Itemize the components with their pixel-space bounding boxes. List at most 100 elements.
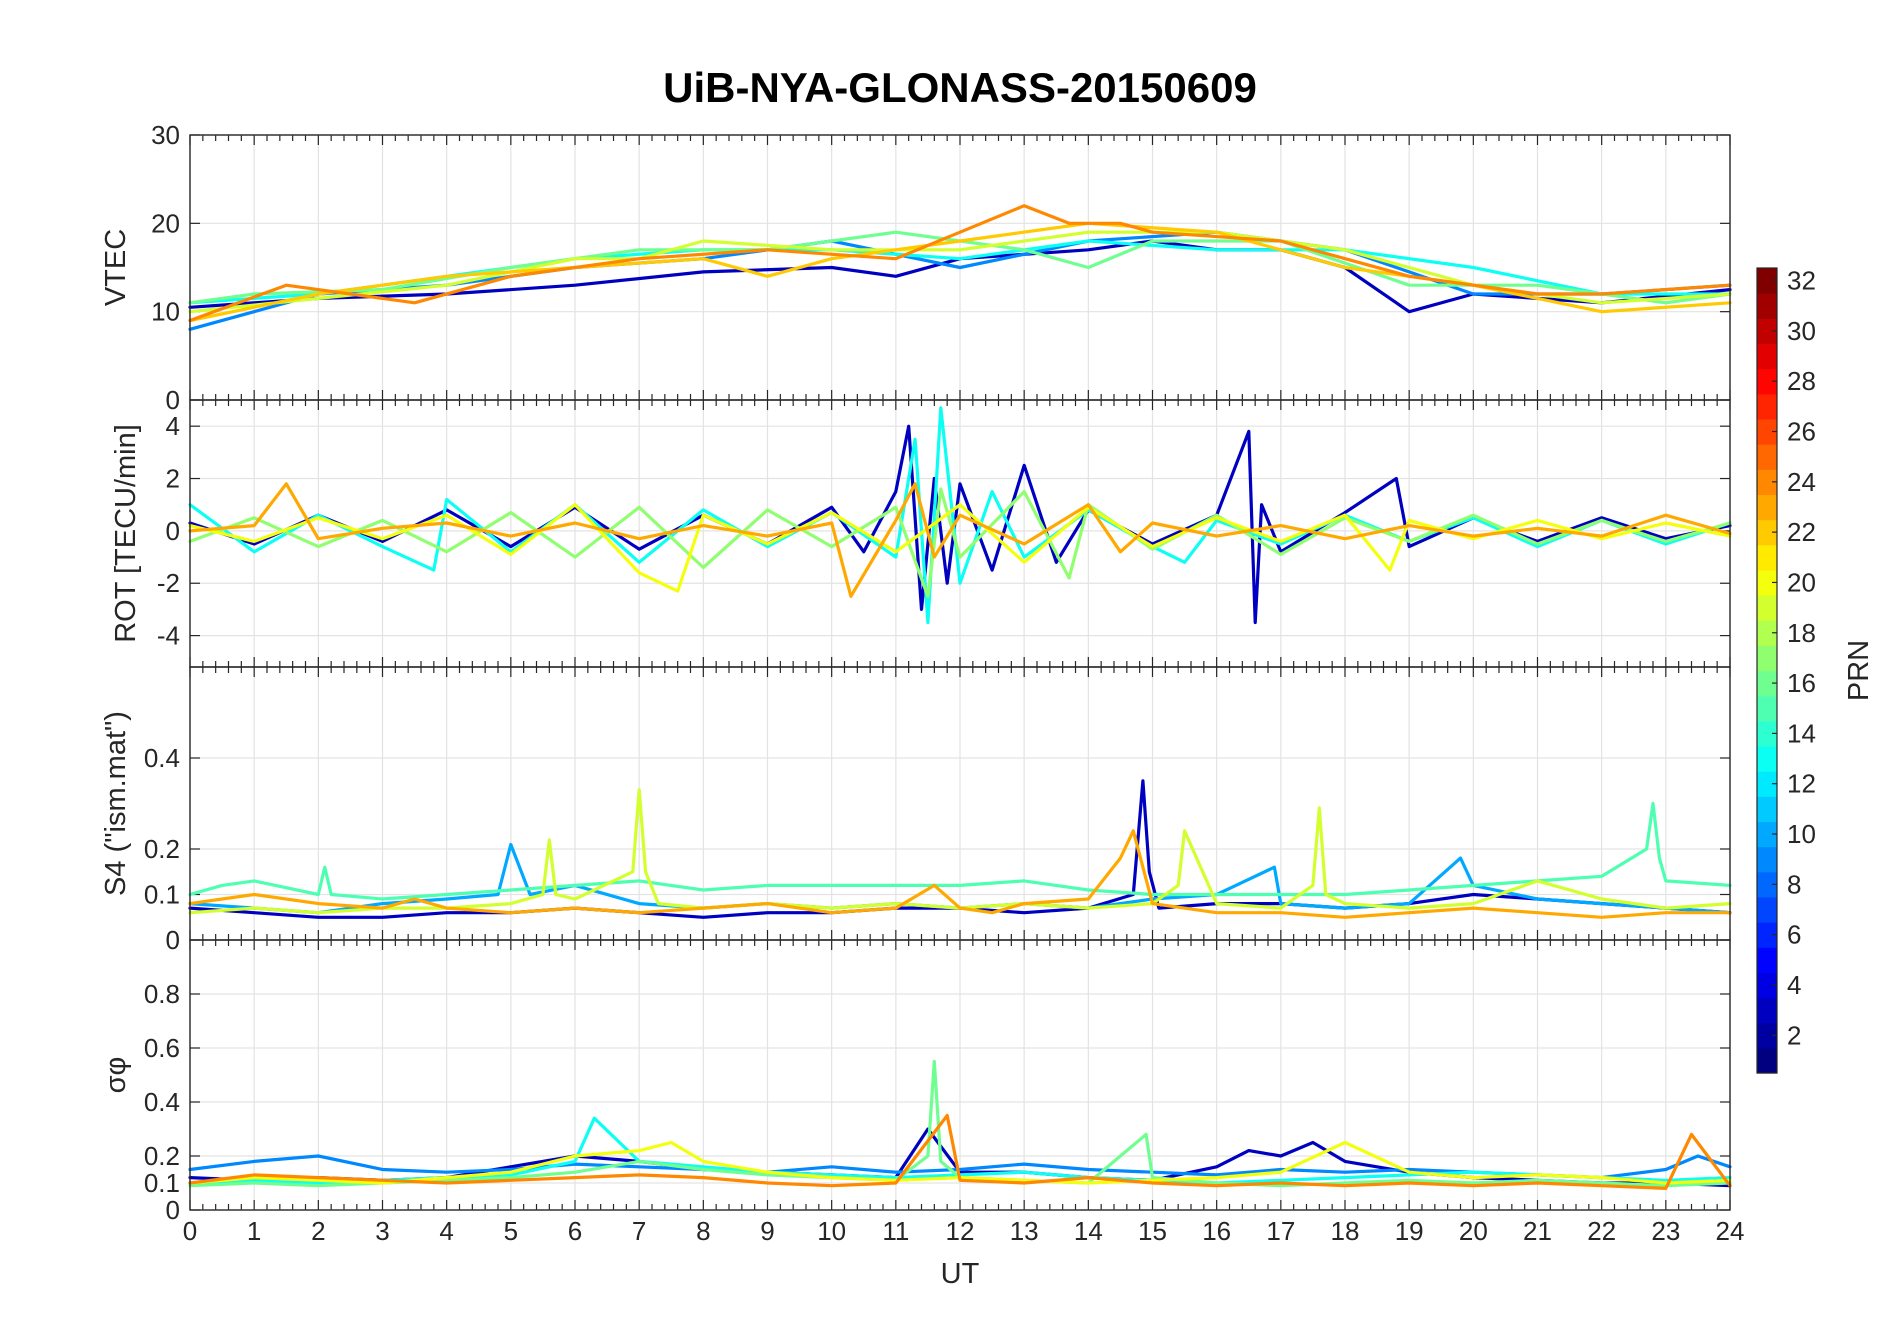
x-tick-label: 9 bbox=[760, 1216, 774, 1246]
x-tick-label: 12 bbox=[946, 1216, 975, 1246]
colorbar-tick-label: 24 bbox=[1787, 467, 1816, 497]
colorbar-band bbox=[1757, 368, 1777, 395]
x-tick-label: 22 bbox=[1587, 1216, 1616, 1246]
series-line-prn-15 bbox=[188, 801, 1732, 901]
colorbar-band bbox=[1757, 544, 1777, 571]
colorbar-tick-label: 28 bbox=[1787, 366, 1816, 396]
panel-3: 0 0.1 0.2 0.4 S4 ("ism.mat") bbox=[100, 666, 1732, 955]
colorbar-band bbox=[1757, 695, 1777, 722]
y-tick-label: 0 bbox=[166, 925, 180, 955]
series-line-prn-24 bbox=[188, 1113, 1732, 1191]
colorbar-tick-label: 14 bbox=[1787, 718, 1816, 748]
x-tick-label: 8 bbox=[696, 1216, 710, 1246]
x-tick-label: 11 bbox=[882, 1216, 909, 1246]
colorbar-tick-label: 12 bbox=[1787, 769, 1816, 799]
colorbar-band bbox=[1757, 444, 1777, 470]
x-tick-label: 14 bbox=[1074, 1216, 1103, 1246]
colorbar-band bbox=[1757, 293, 1777, 319]
y-tick-label: 0 bbox=[166, 516, 180, 546]
x-tick-label: 15 bbox=[1138, 1216, 1167, 1246]
y-tick-label: 0.1 bbox=[144, 880, 180, 910]
series-line-prn-3 bbox=[188, 779, 1732, 919]
x-tick-label: 6 bbox=[568, 1216, 582, 1246]
colorbar-band bbox=[1757, 720, 1777, 747]
colorbar-band bbox=[1757, 1047, 1777, 1074]
y-axis-label: S4 ("ism.mat") bbox=[100, 711, 132, 896]
x-tick-label: 19 bbox=[1395, 1216, 1424, 1246]
y-tick-label: 0 bbox=[166, 1195, 180, 1225]
colorbar-tick-label: 10 bbox=[1787, 819, 1816, 849]
series-line-prn-16 bbox=[188, 1059, 1732, 1188]
x-tick-labels: 0 1 2 3 4 5 6 7 8 9 10 11 12 13 14 15 16 17 18 19 20 21 22 23 24 bbox=[183, 1216, 1745, 1246]
panel-4: 00.10.2 0.4 0.6 0.8 σφ bbox=[100, 939, 1732, 1225]
colorbar-band bbox=[1757, 771, 1777, 797]
series-line-prn-3 bbox=[188, 239, 1732, 314]
y-tick-label: 30 bbox=[151, 120, 180, 150]
x-tick-label: 24 bbox=[1716, 1216, 1745, 1246]
series-line-prn-23 bbox=[188, 829, 1732, 919]
x-tick-label: 23 bbox=[1651, 1216, 1680, 1246]
colorbar-band bbox=[1757, 796, 1777, 823]
colorbar-band bbox=[1757, 896, 1777, 923]
colorbar-band bbox=[1757, 620, 1777, 646]
x-tick-label: 4 bbox=[439, 1216, 453, 1246]
y-axis-label: ROT [TECU/min] bbox=[110, 424, 142, 643]
panel-2: -4 -2 0 2 4 ROT [TECU/min] bbox=[110, 399, 1732, 668]
y-tick-label: 0.2 bbox=[144, 834, 180, 864]
colorbar-band bbox=[1757, 821, 1777, 848]
x-tick-label: 5 bbox=[504, 1216, 518, 1246]
colorbar-label: PRN bbox=[1843, 640, 1875, 701]
chart-title: UiB-NYA-GLONASS-20150609 bbox=[663, 64, 1257, 111]
x-tick-label: 7 bbox=[632, 1216, 646, 1246]
y-tick-label: 0.4 bbox=[144, 1087, 180, 1117]
colorbar-band bbox=[1757, 418, 1777, 445]
colorbar-band bbox=[1757, 1022, 1777, 1049]
colorbar-tick-label: 22 bbox=[1787, 517, 1816, 547]
series-line-prn-24 bbox=[188, 204, 1732, 323]
colorbar-band bbox=[1757, 846, 1777, 873]
colorbar-tick-label: 8 bbox=[1787, 869, 1801, 899]
colorbar-band bbox=[1757, 871, 1777, 898]
x-tick-label: 1 bbox=[247, 1216, 261, 1246]
x-tick-label: 13 bbox=[1010, 1216, 1039, 1246]
colorbar-tick-label: 26 bbox=[1787, 417, 1816, 447]
colorbar-tick-label: 2 bbox=[1787, 1020, 1801, 1050]
colorbar-band bbox=[1757, 972, 1777, 999]
y-tick-label: 4 bbox=[166, 411, 180, 441]
x-tick-label: 10 bbox=[817, 1216, 846, 1246]
y-tick-label: 2 bbox=[166, 464, 180, 494]
colorbar-tick-label: 16 bbox=[1787, 668, 1816, 698]
x-tick-label: 21 bbox=[1523, 1216, 1552, 1246]
colorbar-band bbox=[1757, 595, 1777, 621]
y-tick-label: 0.4 bbox=[144, 743, 180, 773]
colorbar-band bbox=[1757, 745, 1777, 772]
colorbar-tick-label: 32 bbox=[1787, 266, 1816, 296]
x-axis-label: UT bbox=[941, 1258, 980, 1290]
y-axis-label: VTEC bbox=[100, 229, 132, 306]
colorbar-tick-label: 4 bbox=[1787, 970, 1801, 1000]
y-tick-label: -2 bbox=[157, 568, 180, 598]
y-tick-label: -4 bbox=[157, 621, 180, 651]
y-tick-label: 0.6 bbox=[144, 1033, 180, 1063]
x-tick-label: 0 bbox=[183, 1216, 197, 1246]
colorbar-band bbox=[1757, 645, 1777, 672]
colorbar-band bbox=[1757, 268, 1777, 294]
y-tick-label: 10 bbox=[151, 297, 180, 327]
series-line-prn-19 bbox=[188, 788, 1732, 915]
colorbar-frame bbox=[1756, 267, 1778, 1074]
x-tick-label: 18 bbox=[1331, 1216, 1360, 1246]
y-tick-label: 0 bbox=[166, 385, 180, 415]
colorbar-band bbox=[1757, 393, 1777, 420]
colorbar-tick-label: 18 bbox=[1787, 618, 1816, 648]
colorbar-band bbox=[1757, 569, 1777, 596]
x-tick-label: 16 bbox=[1202, 1216, 1231, 1246]
series-line-prn-23 bbox=[188, 482, 1732, 598]
colorbar-band bbox=[1757, 670, 1777, 697]
panel-frame bbox=[189, 939, 1731, 1211]
y-tick-label: 0.2 bbox=[144, 1141, 180, 1171]
series-line-prn-20 bbox=[188, 1140, 1732, 1185]
y-axis-label: σφ bbox=[100, 1057, 132, 1094]
